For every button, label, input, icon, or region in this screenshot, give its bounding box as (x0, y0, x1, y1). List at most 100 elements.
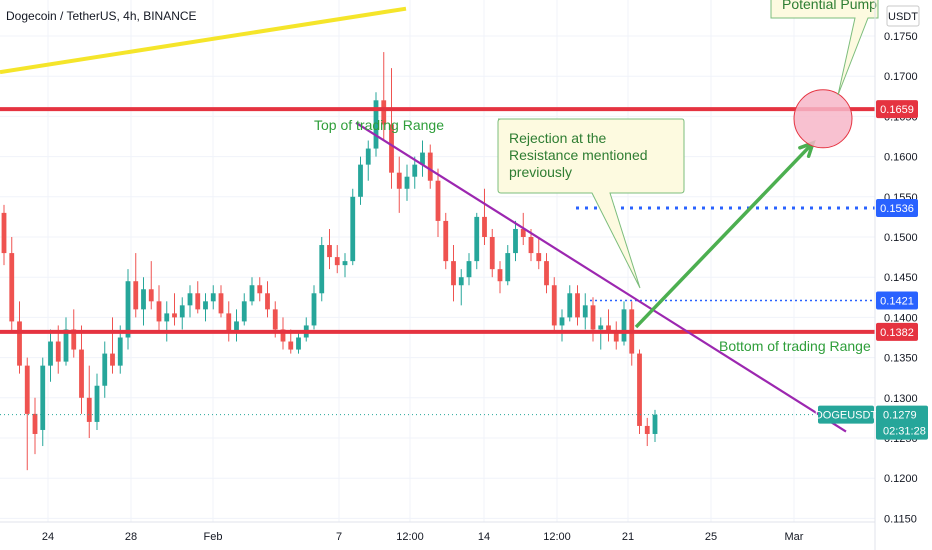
drawing-overlays: Potential Pump Rejection at theResistance… (0, 0, 879, 433)
resistance-price-tag (876, 100, 918, 119)
candle-body (528, 237, 534, 254)
candle-body (420, 152, 425, 165)
candle-body (489, 237, 495, 270)
candle-body (458, 277, 464, 286)
candle-body (567, 293, 573, 318)
candle-body (497, 269, 503, 282)
pump-callout-box[interactable] (770, 0, 879, 96)
candle-body (358, 164, 363, 197)
candle-body (350, 196, 356, 262)
candle-body (32, 413, 38, 434)
candle-body (513, 228, 518, 254)
last-price-tag-text: 0.1279 (883, 410, 917, 422)
rejection-callout-line: Resistance mentioned (509, 147, 648, 163)
x-tick-label: Feb (204, 531, 223, 543)
pump-arrow[interactable] (634, 141, 815, 329)
candle-body (141, 289, 146, 310)
candle-body (381, 100, 387, 125)
candle-body (536, 253, 542, 262)
y-tick-label: 0.1750 (884, 31, 918, 43)
candle-body (451, 261, 456, 286)
candle-body (133, 281, 139, 310)
candle-body (156, 301, 162, 322)
candle-body (334, 257, 340, 266)
candle-body (427, 152, 433, 181)
candle-body (443, 220, 449, 262)
candle-body (110, 353, 115, 366)
breakout-price-tag-text: 0.1421 (880, 296, 914, 308)
candle-body (63, 329, 69, 362)
candle-body (234, 321, 239, 334)
candle-body (365, 148, 371, 165)
candle-body (311, 293, 317, 326)
candle-body (637, 353, 642, 426)
x-tick-label: Mar (785, 531, 804, 543)
pump-callout-text: Potential Pump (782, 0, 877, 12)
rejection-callout-box[interactable] (497, 118, 685, 289)
candle-body (179, 305, 185, 318)
candle-body (249, 285, 255, 302)
candle-body (505, 253, 511, 282)
countdown-text: 02:31:28 (883, 426, 926, 438)
y-tick-label: 0.1450 (884, 272, 918, 284)
y-tick-label: 0.1300 (884, 393, 918, 405)
candle-body (265, 293, 270, 310)
candle-body (288, 341, 294, 350)
candle-body (644, 425, 650, 434)
x-tick-label: 12:00 (543, 531, 571, 543)
candle-body (435, 180, 441, 221)
symbol-tag (818, 405, 874, 424)
candle-body (280, 329, 286, 342)
y-tick-label: 0.1500 (884, 232, 918, 244)
time-axis[interactable]: 24 28 Feb 7 12:00 14 12:00 21 25 Mar (0, 521, 875, 543)
candle-body (652, 414, 658, 434)
descending-trendline[interactable] (355, 121, 847, 433)
candle-body (404, 176, 410, 189)
candle-body (544, 261, 549, 286)
candle-body (412, 164, 418, 177)
candle-body (466, 261, 472, 278)
plot-background (0, 0, 875, 522)
candle-body (590, 305, 596, 330)
y-tick-label: 0.1600 (884, 152, 918, 164)
candle-body (389, 124, 394, 173)
candle-body (125, 281, 131, 338)
candle-body (24, 365, 30, 414)
candle-body (195, 293, 201, 310)
candle-body (71, 329, 77, 350)
support-price-tag (876, 322, 918, 341)
candle-body (17, 321, 22, 366)
last-price-tag (876, 405, 928, 440)
candle-body (172, 313, 177, 318)
candle-body (606, 325, 611, 334)
x-tick-label: 14 (478, 531, 490, 543)
candle-body (79, 349, 84, 398)
currency-box[interactable] (886, 5, 920, 27)
top-range-label[interactable]: Top of trading Range (314, 117, 444, 133)
candle-body (94, 385, 100, 422)
rising-trendline[interactable] (0, 6, 407, 75)
x-tick-label: 21 (622, 531, 634, 543)
target-ellipse[interactable] (793, 89, 853, 149)
candle-body (203, 301, 208, 310)
y-tick-label: 0.1700 (884, 71, 918, 83)
candle-body (48, 341, 53, 366)
candle-body (257, 285, 263, 294)
candle-body (210, 293, 216, 302)
price-axis[interactable]: 0.17500.17000.16500.16000.15500.15000.14… (815, 0, 928, 550)
currency-label[interactable]: USDT (888, 11, 918, 23)
candle-body (9, 253, 15, 322)
candle-body (218, 293, 224, 314)
symbol-tag-text: DOGEUSDT (815, 410, 878, 422)
candle-body (226, 313, 232, 334)
candle-body (241, 301, 247, 322)
y-tick-label: 0.1400 (884, 312, 918, 324)
breakout-price-tag (876, 291, 918, 310)
bottom-range-label[interactable]: Bottom of trading Range (719, 338, 871, 354)
rejection-callout-line: Rejection at the (509, 130, 606, 146)
candle-body (296, 337, 301, 350)
candle-body (621, 309, 627, 342)
y-tick-label: 0.1350 (884, 353, 918, 365)
rejection-callout-line: previously (509, 164, 572, 180)
